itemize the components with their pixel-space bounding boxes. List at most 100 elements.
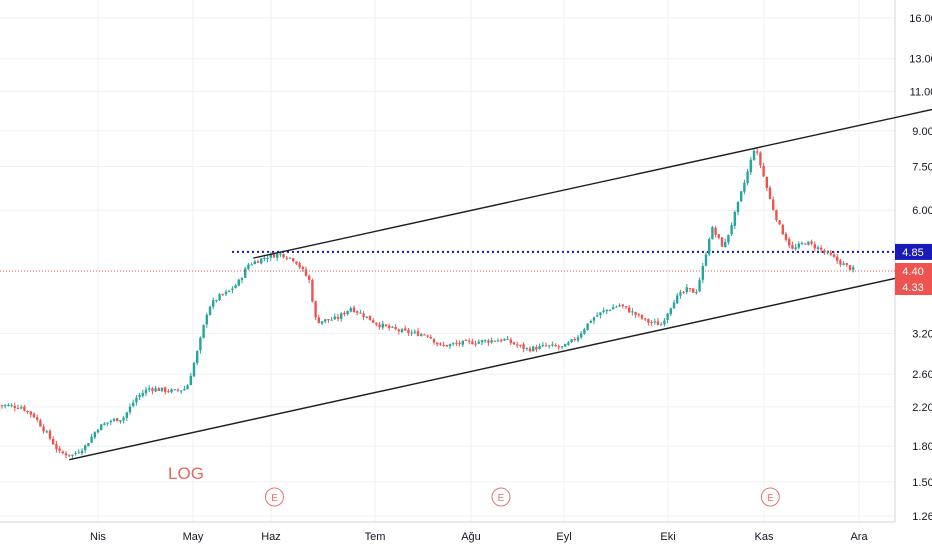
candle-up[interactable] [4, 405, 7, 407]
candle-down[interactable] [439, 343, 442, 345]
candle-up[interactable] [461, 340, 464, 345]
earnings-marker[interactable] [264, 487, 284, 507]
candle-down[interactable] [557, 346, 560, 348]
candle-up[interactable] [218, 294, 221, 300]
candle-up[interactable] [506, 338, 509, 340]
candle-down[interactable] [176, 389, 180, 391]
candle-up[interactable] [247, 264, 250, 270]
candle-down[interactable] [397, 329, 400, 332]
candle-up[interactable] [413, 331, 416, 333]
candle-down[interactable] [820, 247, 823, 250]
candle-down[interactable] [375, 322, 378, 325]
candle-up[interactable] [391, 326, 394, 328]
candle-up[interactable] [653, 321, 656, 323]
candle-up[interactable] [244, 268, 247, 278]
candle-up[interactable] [826, 251, 829, 253]
candle-up[interactable] [663, 320, 666, 325]
candle-down[interactable] [61, 451, 64, 454]
candle-down[interactable] [848, 265, 852, 270]
candle-up[interactable] [711, 227, 714, 240]
candle-up[interactable] [180, 390, 183, 392]
candle-up[interactable] [752, 150, 756, 160]
candle-down[interactable] [368, 315, 372, 321]
candle-down[interactable] [304, 269, 308, 276]
candle-down[interactable] [39, 420, 42, 427]
candle-down[interactable] [29, 411, 32, 415]
candle-up[interactable] [103, 423, 106, 425]
candle-up[interactable] [365, 316, 368, 318]
candle-down[interactable] [151, 388, 154, 391]
candle-up[interactable] [208, 306, 212, 316]
candle-down[interactable] [426, 335, 429, 337]
candle-up[interactable] [7, 405, 10, 407]
candle-up[interactable] [10, 405, 13, 407]
candle-up[interactable] [660, 324, 663, 326]
candle-down[interactable] [167, 391, 170, 393]
candle-up[interactable] [20, 407, 23, 409]
candle-down[interactable] [256, 261, 260, 263]
candle-up[interactable] [592, 317, 596, 321]
candle-up[interactable] [698, 280, 701, 292]
candle-up[interactable] [400, 329, 404, 333]
candle-down[interactable] [804, 243, 807, 245]
channel-lower-line[interactable] [69, 270, 929, 461]
candle-down[interactable] [36, 417, 39, 420]
candle-down[interactable] [436, 342, 439, 345]
candle-up[interactable] [570, 339, 573, 343]
candle-up[interactable] [45, 431, 48, 433]
candle-up[interactable] [183, 388, 186, 391]
candles[interactable] [0, 148, 855, 460]
candle-up[interactable] [100, 424, 103, 431]
candle-up[interactable] [135, 397, 138, 403]
candle-up[interactable] [349, 308, 352, 312]
candle-up[interactable] [503, 339, 506, 341]
candle-up[interactable] [448, 344, 452, 347]
candle-up[interactable] [666, 313, 669, 320]
candle-down[interactable] [781, 224, 784, 235]
candle-up[interactable] [276, 253, 279, 258]
candle-down[interactable] [682, 291, 685, 293]
candle-down[interactable] [464, 339, 468, 341]
candle-up[interactable] [340, 313, 343, 319]
candle-down[interactable] [343, 312, 346, 315]
candle-down[interactable] [378, 324, 381, 328]
candle-down[interactable] [48, 430, 52, 439]
candle-up[interactable] [122, 417, 125, 421]
candle-up[interactable] [605, 309, 608, 312]
candle-down[interactable] [352, 307, 356, 313]
candle-down[interactable] [432, 338, 436, 343]
candle-up[interactable] [736, 201, 740, 213]
candle-up[interactable] [266, 258, 269, 260]
candle-up[interactable] [589, 320, 592, 323]
candle-up[interactable] [746, 171, 749, 184]
candle-up[interactable] [525, 348, 528, 350]
candle-up[interactable] [330, 319, 333, 321]
candle-up[interactable] [215, 300, 218, 302]
candle-up[interactable] [733, 212, 736, 226]
candle-up[interactable] [234, 285, 237, 289]
candle-down[interactable] [52, 439, 55, 445]
candle-up[interactable] [196, 351, 199, 363]
candle-down[interactable] [23, 406, 26, 411]
candle-down[interactable] [528, 348, 532, 352]
candle-up[interactable] [250, 264, 253, 266]
candle-down[interactable] [714, 227, 717, 235]
candle-down[interactable] [509, 339, 512, 343]
candle-up[interactable] [106, 422, 109, 424]
candle-down[interactable] [384, 324, 388, 326]
candle-up[interactable] [816, 247, 820, 250]
candle-down[interactable] [292, 258, 295, 262]
candle-down[interactable] [474, 343, 477, 345]
candle-down[interactable] [301, 267, 304, 270]
candle-up[interactable] [576, 337, 580, 341]
candle-down[interactable] [756, 151, 759, 153]
candle-up[interactable] [602, 310, 605, 313]
candle-up[interactable] [596, 315, 599, 317]
candle-up[interactable] [480, 340, 484, 343]
time-axis[interactable]: Nis May Haz Tem Ağu Eyl Eki Kas Ara [0, 521, 895, 543]
candle-down[interactable] [468, 340, 471, 342]
candle-down[interactable] [637, 314, 640, 316]
candle-up[interactable] [672, 302, 676, 309]
candle-down[interactable] [813, 244, 816, 249]
